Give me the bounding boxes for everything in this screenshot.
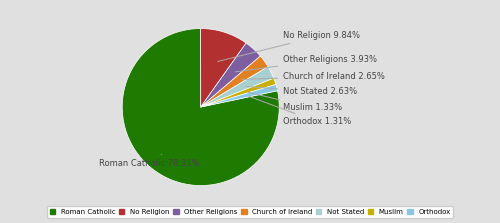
Text: Roman Catholic 78.31%: Roman Catholic 78.31% xyxy=(98,155,200,168)
Wedge shape xyxy=(122,29,279,186)
Text: Other Religions 3.93%: Other Religions 3.93% xyxy=(235,54,377,72)
Text: Not Stated 2.63%: Not Stated 2.63% xyxy=(246,87,358,97)
Wedge shape xyxy=(200,56,268,107)
Wedge shape xyxy=(200,67,274,107)
Text: No Religion 9.84%: No Religion 9.84% xyxy=(218,31,360,62)
Wedge shape xyxy=(200,29,246,107)
Wedge shape xyxy=(200,43,260,107)
Wedge shape xyxy=(200,78,276,107)
Wedge shape xyxy=(200,85,278,107)
Text: Church of Ireland 2.65%: Church of Ireland 2.65% xyxy=(242,72,385,81)
Text: Muslim 1.33%: Muslim 1.33% xyxy=(248,92,342,112)
Legend: Roman Catholic, No Religion, Other Religions, Church of Ireland, Not Stated, Mus: Roman Catholic, No Religion, Other Relig… xyxy=(47,206,453,218)
Text: Orthodox 1.31%: Orthodox 1.31% xyxy=(249,96,352,126)
